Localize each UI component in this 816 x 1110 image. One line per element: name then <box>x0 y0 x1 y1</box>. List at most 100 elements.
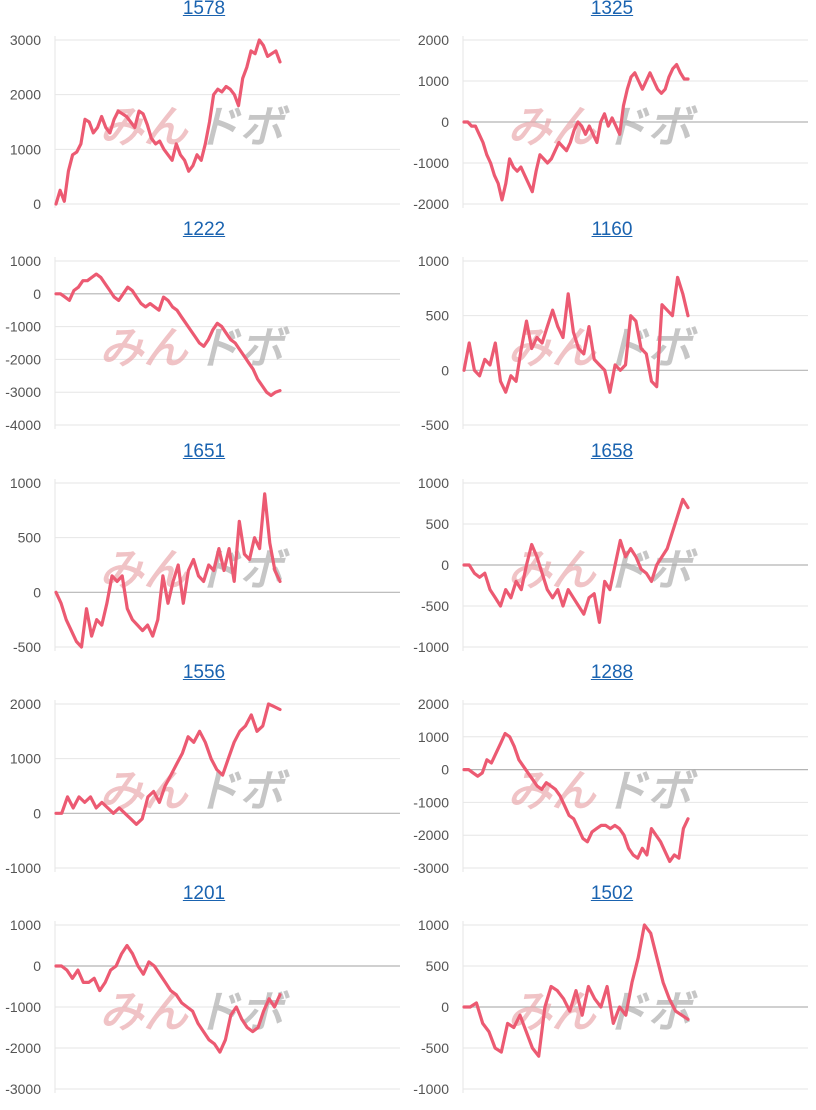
series-line <box>462 923 690 1058</box>
series-line <box>462 62 690 202</box>
y-tick-label: -1000 <box>413 155 449 171</box>
chart-panel-1502: 1502 -1000 -500 0 500 1000 みん ドボ <box>408 883 816 1106</box>
watermark-gray: ドボ <box>604 323 699 374</box>
y-tick-label: -1000 <box>413 1081 449 1097</box>
y-tick-label: -500 <box>421 417 449 433</box>
chart-title-link[interactable]: 1502 <box>590 883 634 904</box>
y-tick-label: 0 <box>441 557 449 573</box>
series-line <box>54 492 282 649</box>
chart-title-link[interactable]: 1160 <box>591 219 633 240</box>
y-tick-label: 1000 <box>10 475 41 491</box>
y-tick-label: -1000 <box>5 319 41 335</box>
line-chart: -3000 -2000 -1000 0 1000 2000 みん ドボ <box>413 696 808 876</box>
watermark-gray: ドボ <box>196 987 291 1038</box>
y-tick-label: 1000 <box>418 253 449 269</box>
chart-panel-1288: 1288 -3000 -2000 -1000 0 1000 2000 みん ドボ <box>408 662 816 885</box>
chart-panel-1201: 1201 -3000 -2000 -1000 0 1000 みん ドボ <box>0 883 408 1106</box>
watermark-pink: みん <box>100 323 190 374</box>
y-tick-label: 1000 <box>418 917 449 933</box>
chart-title-link[interactable]: 1651 <box>182 441 226 462</box>
watermark-pink: みん <box>508 766 598 817</box>
series-line <box>54 702 282 826</box>
y-tick-label: 1000 <box>10 141 41 157</box>
y-tick-label: 500 <box>426 308 450 324</box>
y-tick-label: 3000 <box>10 32 41 48</box>
chart-title-link[interactable]: 1658 <box>590 441 634 462</box>
chart-title-link[interactable]: 1222 <box>182 219 226 240</box>
watermark-gray: ドボ <box>604 545 699 596</box>
series-line <box>462 497 690 624</box>
y-tick-label: 0 <box>441 362 449 378</box>
series-line <box>462 731 690 863</box>
y-tick-label: 0 <box>441 999 449 1015</box>
y-tick-label: 0 <box>33 196 41 212</box>
y-tick-label: -2000 <box>5 1040 41 1056</box>
y-tick-label: 1000 <box>418 73 449 89</box>
y-tick-label: 2000 <box>418 696 449 712</box>
chart-panel-1578: 1578 0 1000 2000 3000 みん ドボ <box>0 0 408 221</box>
watermark-gray: ドボ <box>196 323 291 374</box>
line-chart: -3000 -2000 -1000 0 1000 みん ドボ <box>5 917 400 1097</box>
y-tick-label: 1000 <box>10 917 41 933</box>
y-tick-label: 1000 <box>10 751 41 767</box>
y-tick-label: -2000 <box>413 196 449 212</box>
y-tick-label: -500 <box>421 1040 449 1056</box>
y-tick-label: 2000 <box>10 87 41 103</box>
y-tick-label: 0 <box>441 762 449 778</box>
chart-panel-1325: 1325 -2000 -1000 0 1000 2000 みん ドボ <box>408 0 816 221</box>
chart-panel-1651: 1651 -500 0 500 1000 みん ドボ <box>0 441 408 664</box>
watermark-gray: ドボ <box>196 766 291 817</box>
chart-panel-1658: 1658 -1000 -500 0 500 1000 みん ドボ <box>408 441 816 664</box>
chart-title-link[interactable]: 1201 <box>182 883 226 904</box>
chart-panel-1222: 1222 -4000 -3000 -2000 -1000 0 1000 みん ドボ <box>0 219 408 442</box>
y-tick-label: 1000 <box>10 253 41 269</box>
y-tick-label: 2000 <box>418 32 449 48</box>
y-tick-label: -1000 <box>413 794 449 810</box>
y-tick-label: -2000 <box>5 351 41 367</box>
y-tick-label: 500 <box>18 530 42 546</box>
y-tick-label: -1000 <box>5 999 41 1015</box>
series-line <box>54 272 282 398</box>
y-tick-label: -500 <box>13 639 41 655</box>
chart-title-link[interactable]: 1578 <box>182 0 226 19</box>
series-line <box>54 943 282 1054</box>
watermark-pink: みん <box>100 987 190 1038</box>
series-line <box>54 38 282 206</box>
y-tick-label: -2000 <box>413 827 449 843</box>
y-tick-label: 500 <box>426 516 450 532</box>
series-line <box>462 275 690 394</box>
watermark-gray: ドボ <box>604 987 699 1038</box>
y-tick-label: 2000 <box>10 696 41 712</box>
y-tick-label: -3000 <box>413 860 449 876</box>
chart-title-link[interactable]: 1288 <box>590 662 634 683</box>
y-tick-label: 0 <box>33 805 41 821</box>
line-chart: -4000 -3000 -2000 -1000 0 1000 みん ドボ <box>5 253 400 433</box>
chart-panel-1160: 1160 -500 0 500 1000 みん ドボ <box>408 219 816 442</box>
chart-title-link[interactable]: 1325 <box>590 0 634 19</box>
y-tick-label: 1000 <box>418 475 449 491</box>
y-tick-label: -1000 <box>5 860 41 876</box>
y-tick-label: 0 <box>33 286 41 302</box>
y-tick-label: 0 <box>33 584 41 600</box>
chart-panel-1556: 1556 -1000 0 1000 2000 みん ドボ <box>0 662 408 885</box>
watermark-pink: みん <box>100 545 190 596</box>
y-tick-label: -3000 <box>5 384 41 400</box>
y-tick-label: 0 <box>441 114 449 130</box>
y-tick-label: 1000 <box>418 729 449 745</box>
chart-title-link[interactable]: 1556 <box>182 662 226 683</box>
watermark-gray: ドボ <box>604 766 699 817</box>
y-tick-label: 0 <box>33 958 41 974</box>
y-tick-label: -4000 <box>5 417 41 433</box>
y-tick-label: 500 <box>426 958 450 974</box>
y-tick-label: -1000 <box>413 639 449 655</box>
y-tick-label: -500 <box>421 598 449 614</box>
y-tick-label: -3000 <box>5 1081 41 1097</box>
